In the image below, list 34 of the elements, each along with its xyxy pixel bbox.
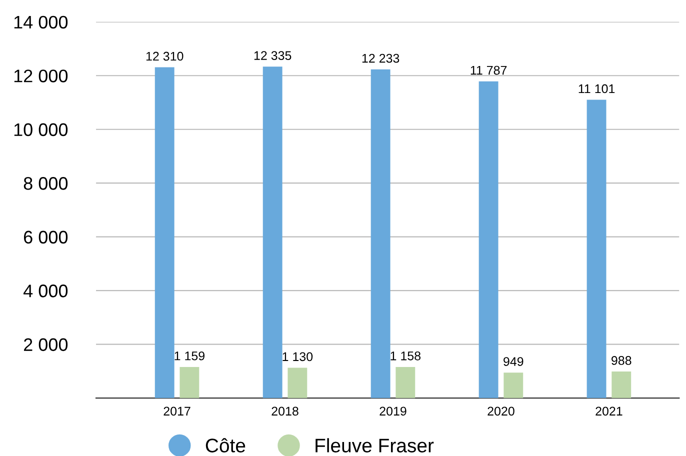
x-tick-label: 2018 <box>272 406 298 416</box>
bar <box>586 100 606 398</box>
bar <box>180 366 200 398</box>
bar <box>478 81 498 398</box>
x-tick-label: 2019 <box>380 406 406 416</box>
x-tick-label: 2020 <box>488 406 514 416</box>
y-tick-label: 2 000 <box>24 338 68 352</box>
data-label: 1 158 <box>390 351 421 360</box>
y-tick-label: 10 000 <box>14 123 68 136</box>
x-tick-label: 2021 <box>596 406 622 416</box>
bar <box>288 368 308 398</box>
data-label: 988 <box>612 356 632 365</box>
y-tick-label: 12 000 <box>14 70 68 82</box>
data-label: 12 335 <box>254 51 292 60</box>
bar <box>370 69 390 398</box>
data-label: 1 159 <box>174 351 204 360</box>
data-label: 949 <box>504 357 524 366</box>
legend-label: Côte <box>206 438 246 452</box>
bar <box>262 66 282 398</box>
bar <box>154 67 174 398</box>
data-label: 12 310 <box>146 52 184 61</box>
y-tick-label: 6 000 <box>24 230 68 244</box>
data-label: 1 130 <box>282 352 313 362</box>
data-label: 11 101 <box>578 84 615 94</box>
bar <box>504 372 524 398</box>
data-label: 11 787 <box>470 66 507 75</box>
legend-label: Fleuve Fraser <box>316 438 434 452</box>
bar <box>612 372 632 398</box>
data-label: 12 233 <box>362 54 400 63</box>
y-tick-label: 14 000 <box>14 16 68 29</box>
y-tick-label: 4 000 <box>24 284 68 298</box>
y-tick-label: 8 000 <box>24 177 68 190</box>
x-tick-label: 2017 <box>164 406 190 416</box>
bar <box>396 366 416 398</box>
